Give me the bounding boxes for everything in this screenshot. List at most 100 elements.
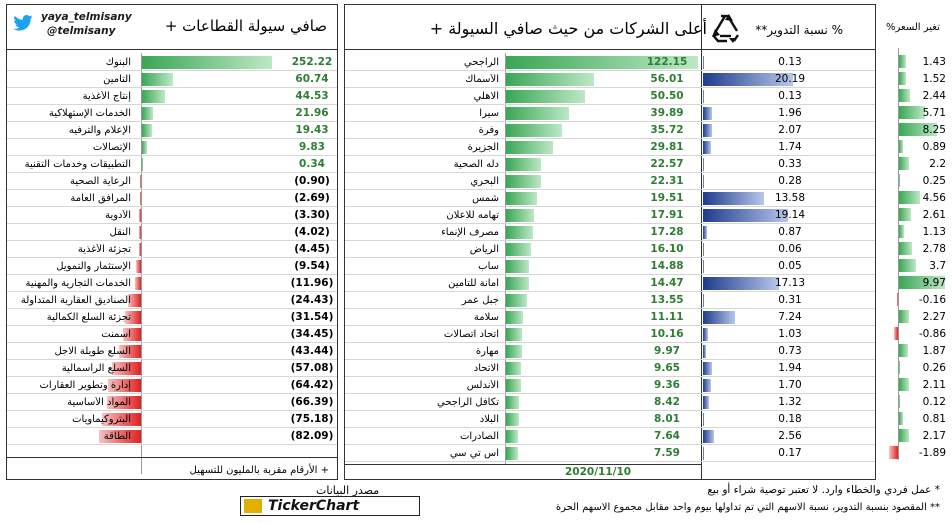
turnover-value: 0.31 — [778, 294, 802, 306]
turnover-bar — [703, 294, 705, 307]
turnover-value: 1.70 — [778, 379, 802, 391]
sector-row: (3.30) الأدوية — [7, 207, 337, 224]
company-row: 8.01 البلاد 0.18 — [345, 411, 875, 428]
sector-bar — [118, 345, 141, 358]
turnover-value: 17.13 — [774, 277, 806, 289]
sector-value: (24.43) — [290, 294, 334, 306]
twitter-handle: yaya_telmisany — [41, 11, 132, 23]
price-row: 2.2 — [884, 155, 948, 172]
company-row: 39.89 سيرا 1.96 — [345, 105, 875, 122]
turnover-bar — [703, 277, 780, 290]
sector-name: الأدوية — [105, 209, 131, 221]
sector-row: (31.54) تجزئة السلع الكمالية — [7, 309, 337, 326]
sector-name: الصناديق العقارية المتداولة — [20, 294, 131, 306]
price-title: تغير السعر% — [886, 22, 940, 33]
company-name: اس تي سي — [449, 447, 499, 459]
sector-bar — [142, 56, 272, 69]
company-row: 17.28 مصرف الإنماء 0.87 — [345, 224, 875, 241]
price-value: -0.16 — [918, 293, 946, 306]
turnover-value: 20.19 — [774, 73, 806, 85]
sector-row: 60.74 التأمين — [7, 71, 337, 88]
turnover-value: 0.73 — [778, 345, 802, 357]
sector-value: (11.96) — [290, 277, 334, 289]
price-bar — [899, 361, 901, 374]
sector-bar — [140, 175, 141, 188]
company-row: 10.16 اتحاد اتصالات 1.03 — [345, 326, 875, 343]
sector-name: الإعلام والترفيه — [68, 124, 131, 136]
turnover-bar — [703, 73, 793, 86]
company-name: الصادرات — [459, 430, 499, 442]
price-value: 0.81 — [922, 412, 946, 425]
source-label: مصدر البيانات — [316, 484, 380, 497]
sector-name: الرعاية الصحية — [69, 175, 131, 187]
turnover-bar — [703, 90, 704, 103]
company-name: الاتحاد — [473, 362, 499, 374]
company-name: ساب — [478, 260, 499, 272]
company-name: الجزيرة — [467, 141, 499, 153]
company-row: 22.57 دله الصحية 0.33 — [345, 156, 875, 173]
turnover-value: 0.33 — [778, 158, 802, 170]
sector-name: اسمنت — [101, 328, 131, 340]
turnover-bar — [703, 447, 704, 460]
price-value: 2.78 — [922, 242, 946, 255]
turnover-bar — [703, 226, 707, 239]
price-value: 2.11 — [922, 378, 946, 391]
sector-row: 252.22 البنوك — [7, 54, 337, 71]
price-value: 2.2 — [929, 157, 946, 170]
company-bar — [506, 226, 534, 239]
companies-bar-column — [505, 53, 701, 464]
price-panel: 1.43 1.52 2.44 5.71 8.25 0.89 2.2 0.25 4.56 2.61 1… — [884, 48, 948, 460]
company-name: الرياض — [469, 243, 499, 255]
company-bar — [506, 141, 553, 154]
company-row: 29.81 الجزيرة 1.74 — [345, 139, 875, 156]
companies-panel: أعلى الشركات من حيث صافي السيولة + % نسب… — [344, 4, 876, 480]
company-bar — [506, 260, 530, 273]
sectors-panel: yaya_telmisany @telmisany صافي سيولة الق… — [6, 4, 338, 480]
sector-name: الإستثمار والتمويل — [56, 260, 131, 272]
company-bar — [506, 396, 520, 409]
company-value: 9.65 — [654, 362, 680, 374]
sector-bar — [107, 379, 141, 392]
price-value: 8.25 — [922, 123, 946, 136]
turnover-value: 0.13 — [778, 56, 802, 68]
company-bar — [506, 413, 519, 426]
price-value: 1.87 — [922, 344, 946, 357]
sector-value: (57.08) — [290, 362, 334, 374]
company-value: 14.88 — [650, 260, 684, 272]
company-name: الاهلي — [473, 90, 499, 102]
company-value: 22.31 — [650, 175, 684, 187]
company-row: 7.64 الصادرات 2.56 — [345, 428, 875, 445]
sector-value: (3.30) — [294, 209, 330, 221]
sector-value: (9.54) — [294, 260, 330, 272]
sector-row: (64.42) إدارة وتطوير العقارات — [7, 377, 337, 394]
sector-row: (4.02) النقل — [7, 224, 337, 241]
price-bar — [899, 395, 900, 408]
price-bar — [899, 276, 945, 289]
turnover-bar — [703, 192, 764, 205]
turnover-definition-note: ** المقصود بنسبة التدوير، نسبة الاسهم ال… — [555, 502, 940, 513]
turnover-bar — [703, 328, 708, 341]
company-value: 11.11 — [650, 311, 684, 323]
tickerchart-logo-mark — [244, 499, 262, 513]
sector-row: (82.09) الطاقة — [7, 428, 337, 445]
sector-bar — [142, 73, 174, 86]
sector-value: 252.22 — [291, 56, 333, 68]
sector-bar — [139, 192, 141, 205]
sector-row: (43.44) السلع طويلة الاجل — [7, 343, 337, 360]
sector-name: التطبيقات وخدمات التقنية — [24, 158, 131, 170]
report-date: 2020/11/10 — [565, 466, 632, 478]
sector-bar — [142, 141, 148, 154]
sector-name: إنتاج الأغذية — [82, 90, 131, 102]
sector-value: (64.42) — [290, 379, 334, 391]
company-row: 22.31 البحري 0.28 — [345, 173, 875, 190]
company-bar — [506, 192, 537, 205]
sector-bar — [134, 277, 141, 290]
price-row: 1.43 — [884, 53, 948, 70]
company-bar — [506, 277, 529, 290]
twitter-handle-at: @telmisany — [47, 25, 116, 37]
price-row: 0.25 — [884, 172, 948, 189]
company-name: الأندلس — [466, 379, 499, 391]
sector-row: (75.18) البتروكيماويات — [7, 411, 337, 428]
turnover-bar — [703, 141, 711, 154]
sector-bar — [124, 311, 141, 324]
